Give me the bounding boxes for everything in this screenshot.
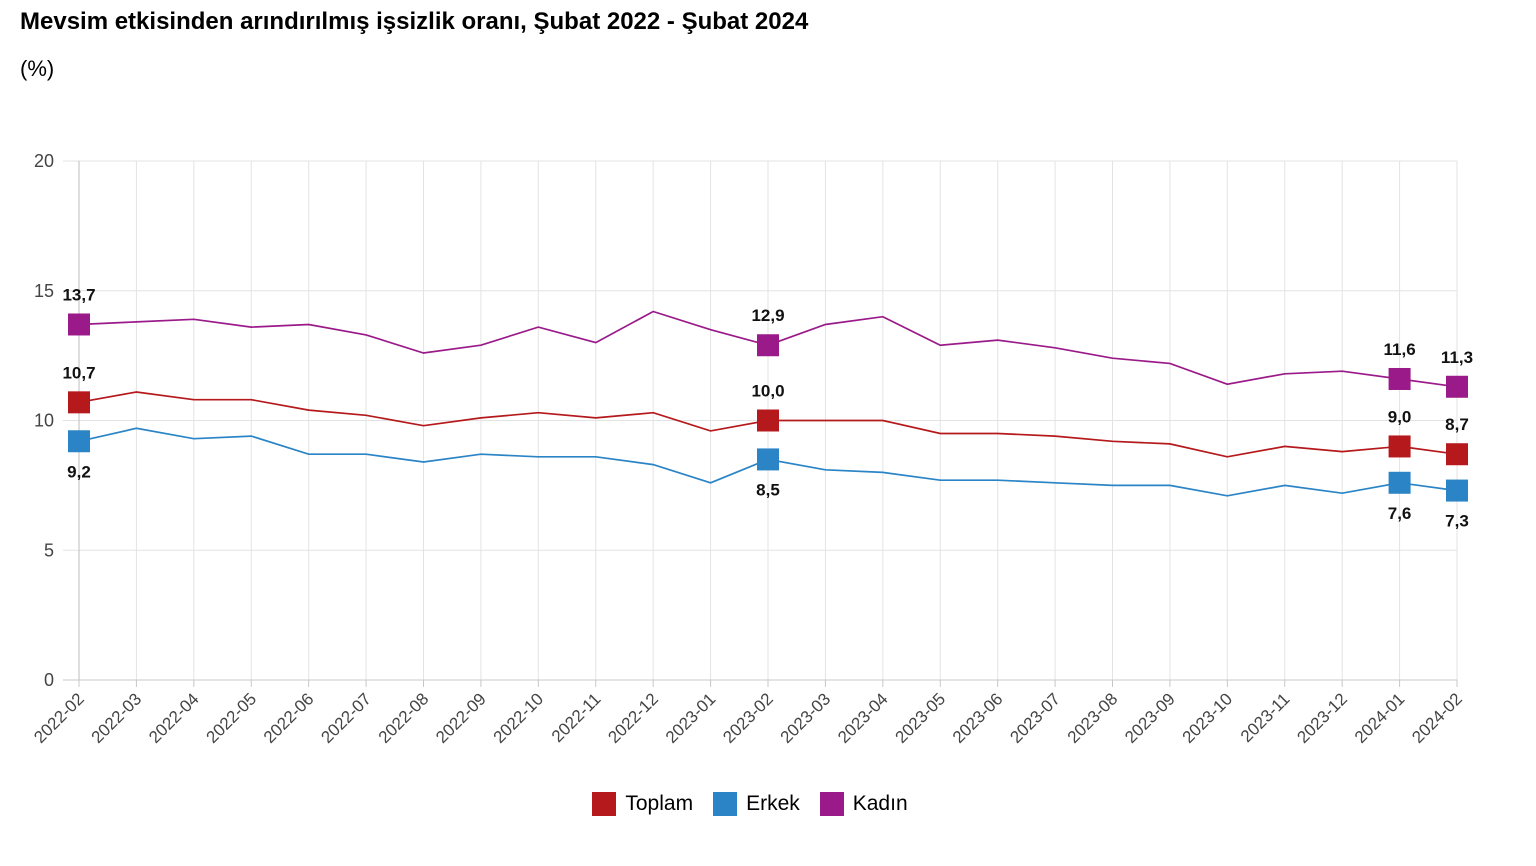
data-point-marker: [757, 448, 779, 471]
data-point-marker: [1446, 375, 1468, 398]
data-point-marker: [1446, 443, 1468, 466]
legend-label-toplam: Toplam: [625, 792, 694, 815]
x-tick-label: 2022-03: [88, 689, 146, 747]
legend-swatch-toplam: [592, 792, 617, 816]
legend-item-erkek[interactable]: Erkek: [713, 792, 800, 816]
data-point-marker: [68, 430, 90, 453]
data-label: 12,9: [751, 306, 784, 325]
data-label: 10,0: [751, 382, 784, 401]
data-point-marker: [68, 313, 90, 336]
x-tick-label: 2024-01: [1351, 689, 1409, 747]
data-point-marker: [1388, 471, 1411, 494]
x-tick-label: 2023-03: [777, 689, 835, 747]
legend-label-kadin: Kadın: [852, 792, 908, 815]
legend-item-kadin[interactable]: Kadın: [819, 792, 908, 816]
data-label: 9,2: [67, 462, 91, 481]
chart-title: Mevsim etkisinden arındırılmış işsizlik …: [20, 8, 809, 35]
x-tick-label: 2022-04: [145, 689, 203, 747]
chart-legend: Toplam Erkek Kadın: [0, 792, 1500, 816]
x-tick-label: 2022-08: [375, 689, 433, 747]
x-tick-label: 2023-05: [892, 689, 950, 747]
y-tick-label: 0: [44, 670, 54, 690]
data-point-marker: [757, 409, 779, 432]
x-tick-label: 2023-08: [1064, 689, 1122, 747]
legend-item-toplam[interactable]: Toplam: [592, 792, 693, 816]
data-point-marker: [1446, 479, 1468, 502]
data-label: 11,6: [1384, 340, 1416, 359]
x-tick-label: 2022-05: [203, 689, 261, 747]
y-tick-label: 20: [34, 151, 54, 171]
x-tick-label: 2022-06: [260, 689, 318, 747]
data-point-marker: [757, 334, 779, 357]
x-tick-label: 2023-09: [1121, 689, 1179, 747]
x-tick-label: 2024-02: [1408, 689, 1466, 747]
x-tick-label: 2023-04: [834, 689, 892, 747]
x-tick-label: 2022-11: [548, 689, 605, 746]
legend-swatch-erkek: [713, 792, 738, 816]
x-tick-label: 2023-07: [1006, 689, 1064, 747]
data-label: 13,7: [62, 285, 95, 304]
y-tick-label: 5: [44, 540, 54, 560]
y-tick-label: 10: [34, 411, 54, 431]
x-tick-label: 2023-01: [662, 689, 720, 747]
data-point-marker: [1388, 435, 1411, 458]
data-point-marker: [68, 391, 90, 414]
legend-swatch-kadin: [819, 792, 844, 816]
data-label: 7,3: [1445, 512, 1469, 531]
x-tick-label: 2023-06: [949, 689, 1007, 747]
x-tick-label: 2022-09: [432, 689, 490, 747]
chart-unit-subtitle: (%): [20, 56, 55, 81]
legend-label-erkek: Erkek: [746, 792, 800, 815]
data-label: 11,3: [1441, 348, 1473, 367]
y-tick-label: 15: [34, 281, 54, 301]
data-point-marker: [1388, 367, 1411, 390]
data-label: 7,6: [1388, 504, 1412, 523]
data-label: 9,0: [1388, 407, 1412, 426]
data-label: 8,7: [1445, 415, 1469, 434]
x-tick-label: 2023-12: [1293, 689, 1351, 747]
x-tick-label: 2023-11: [1237, 689, 1294, 746]
x-tick-label: 2023-10: [1179, 689, 1237, 747]
data-label: 8,5: [756, 480, 780, 499]
x-tick-label: 2023-02: [719, 689, 777, 747]
x-tick-label: 2022-07: [317, 689, 375, 747]
x-tick-label: 2022-12: [604, 689, 662, 747]
x-tick-label: 2022-02: [30, 689, 88, 747]
data-label: 10,7: [62, 363, 95, 382]
x-tick-label: 2022-10: [490, 689, 548, 747]
